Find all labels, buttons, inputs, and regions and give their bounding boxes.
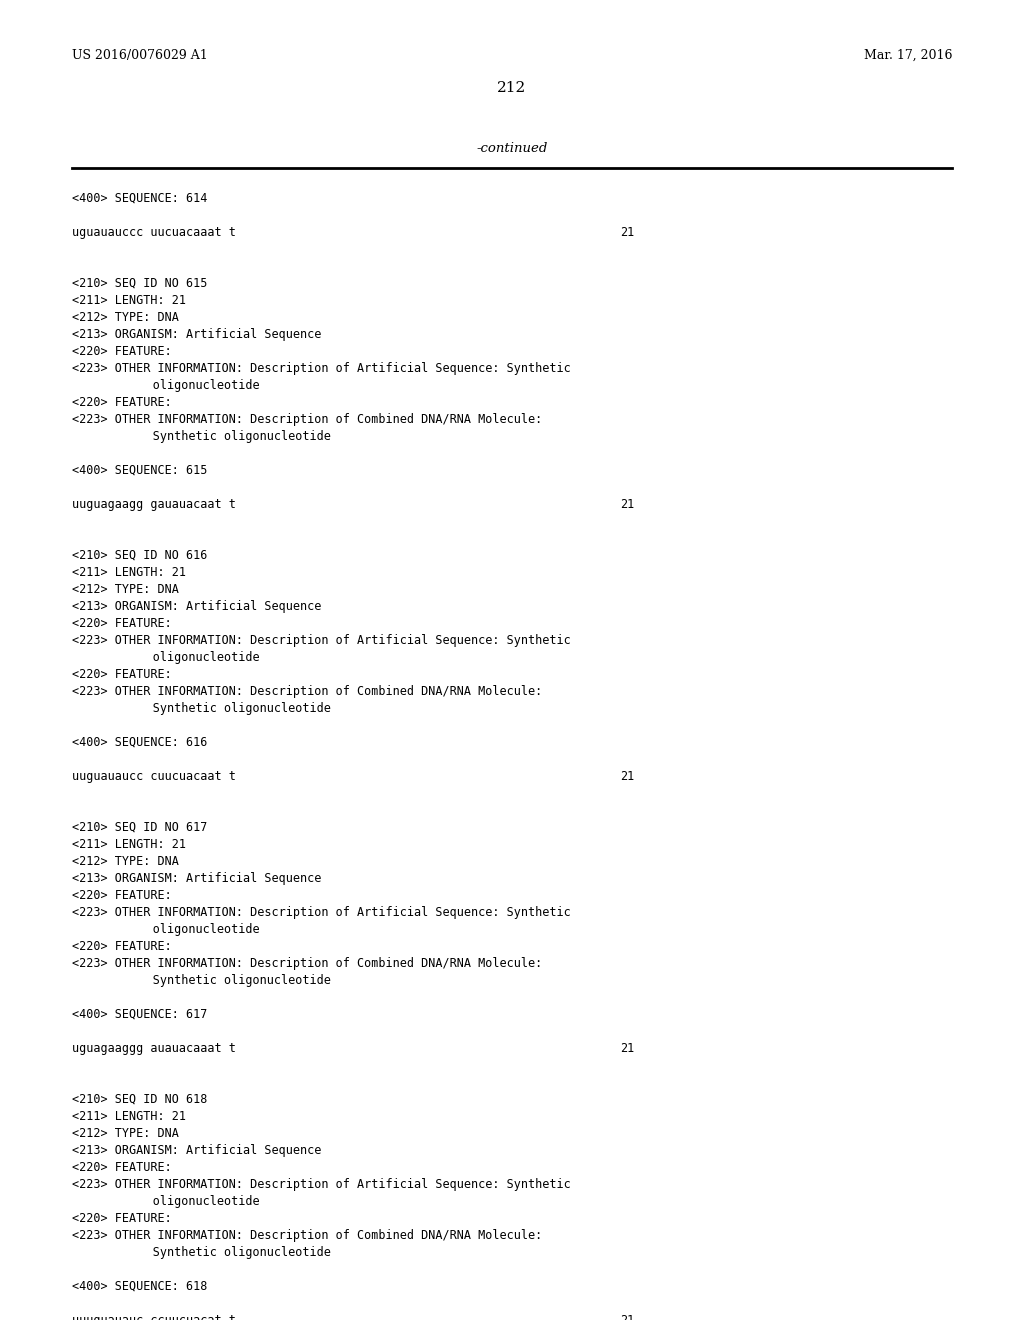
Text: <220> FEATURE:: <220> FEATURE: bbox=[72, 345, 172, 358]
Text: <223> OTHER INFORMATION: Description of Combined DNA/RNA Molecule:: <223> OTHER INFORMATION: Description of … bbox=[72, 413, 543, 426]
Text: <212> TYPE: DNA: <212> TYPE: DNA bbox=[72, 1127, 179, 1140]
Text: <213> ORGANISM: Artificial Sequence: <213> ORGANISM: Artificial Sequence bbox=[72, 873, 322, 884]
Text: 21: 21 bbox=[620, 770, 634, 783]
Text: <213> ORGANISM: Artificial Sequence: <213> ORGANISM: Artificial Sequence bbox=[72, 1144, 322, 1158]
Text: oligonucleotide: oligonucleotide bbox=[110, 651, 260, 664]
Text: <220> FEATURE:: <220> FEATURE: bbox=[72, 1162, 172, 1173]
Text: <400> SEQUENCE: 614: <400> SEQUENCE: 614 bbox=[72, 191, 208, 205]
Text: 212: 212 bbox=[498, 81, 526, 95]
Text: Mar. 17, 2016: Mar. 17, 2016 bbox=[863, 49, 952, 62]
Text: <223> OTHER INFORMATION: Description of Artificial Sequence: Synthetic: <223> OTHER INFORMATION: Description of … bbox=[72, 634, 570, 647]
Text: uuuguauauc ccuucuacat t: uuuguauauc ccuucuacat t bbox=[72, 1313, 236, 1320]
Text: <400> SEQUENCE: 615: <400> SEQUENCE: 615 bbox=[72, 465, 208, 477]
Text: <212> TYPE: DNA: <212> TYPE: DNA bbox=[72, 312, 179, 323]
Text: 21: 21 bbox=[620, 1041, 634, 1055]
Text: <211> LENGTH: 21: <211> LENGTH: 21 bbox=[72, 1110, 186, 1123]
Text: 21: 21 bbox=[620, 1313, 634, 1320]
Text: <223> OTHER INFORMATION: Description of Combined DNA/RNA Molecule:: <223> OTHER INFORMATION: Description of … bbox=[72, 957, 543, 970]
Text: uuguauaucc cuucuacaat t: uuguauaucc cuucuacaat t bbox=[72, 770, 236, 783]
Text: <211> LENGTH: 21: <211> LENGTH: 21 bbox=[72, 294, 186, 308]
Text: 21: 21 bbox=[620, 498, 634, 511]
Text: oligonucleotide: oligonucleotide bbox=[110, 1195, 260, 1208]
Text: oligonucleotide: oligonucleotide bbox=[110, 923, 260, 936]
Text: Synthetic oligonucleotide: Synthetic oligonucleotide bbox=[110, 702, 331, 715]
Text: Synthetic oligonucleotide: Synthetic oligonucleotide bbox=[110, 430, 331, 444]
Text: Synthetic oligonucleotide: Synthetic oligonucleotide bbox=[110, 1246, 331, 1259]
Text: <212> TYPE: DNA: <212> TYPE: DNA bbox=[72, 583, 179, 597]
Text: <220> FEATURE:: <220> FEATURE: bbox=[72, 888, 172, 902]
Text: -continued: -continued bbox=[476, 141, 548, 154]
Text: <223> OTHER INFORMATION: Description of Artificial Sequence: Synthetic: <223> OTHER INFORMATION: Description of … bbox=[72, 362, 570, 375]
Text: <220> FEATURE:: <220> FEATURE: bbox=[72, 616, 172, 630]
Text: <213> ORGANISM: Artificial Sequence: <213> ORGANISM: Artificial Sequence bbox=[72, 601, 322, 612]
Text: <220> FEATURE:: <220> FEATURE: bbox=[72, 396, 172, 409]
Text: <400> SEQUENCE: 616: <400> SEQUENCE: 616 bbox=[72, 737, 208, 748]
Text: uuguagaagg gauauacaat t: uuguagaagg gauauacaat t bbox=[72, 498, 236, 511]
Text: <223> OTHER INFORMATION: Description of Artificial Sequence: Synthetic: <223> OTHER INFORMATION: Description of … bbox=[72, 1177, 570, 1191]
Text: uguagaaggg auauacaaat t: uguagaaggg auauacaaat t bbox=[72, 1041, 236, 1055]
Text: <210> SEQ ID NO 618: <210> SEQ ID NO 618 bbox=[72, 1093, 208, 1106]
Text: <220> FEATURE:: <220> FEATURE: bbox=[72, 940, 172, 953]
Text: uguauauccc uucuacaaat t: uguauauccc uucuacaaat t bbox=[72, 226, 236, 239]
Text: 21: 21 bbox=[620, 226, 634, 239]
Text: <220> FEATURE:: <220> FEATURE: bbox=[72, 1212, 172, 1225]
Text: <213> ORGANISM: Artificial Sequence: <213> ORGANISM: Artificial Sequence bbox=[72, 327, 322, 341]
Text: <223> OTHER INFORMATION: Description of Combined DNA/RNA Molecule:: <223> OTHER INFORMATION: Description of … bbox=[72, 685, 543, 698]
Text: <400> SEQUENCE: 618: <400> SEQUENCE: 618 bbox=[72, 1280, 208, 1294]
Text: <223> OTHER INFORMATION: Description of Artificial Sequence: Synthetic: <223> OTHER INFORMATION: Description of … bbox=[72, 906, 570, 919]
Text: oligonucleotide: oligonucleotide bbox=[110, 379, 260, 392]
Text: <210> SEQ ID NO 617: <210> SEQ ID NO 617 bbox=[72, 821, 208, 834]
Text: <400> SEQUENCE: 617: <400> SEQUENCE: 617 bbox=[72, 1008, 208, 1020]
Text: <223> OTHER INFORMATION: Description of Combined DNA/RNA Molecule:: <223> OTHER INFORMATION: Description of … bbox=[72, 1229, 543, 1242]
Text: US 2016/0076029 A1: US 2016/0076029 A1 bbox=[72, 49, 208, 62]
Text: <212> TYPE: DNA: <212> TYPE: DNA bbox=[72, 855, 179, 869]
Text: <211> LENGTH: 21: <211> LENGTH: 21 bbox=[72, 566, 186, 579]
Text: <211> LENGTH: 21: <211> LENGTH: 21 bbox=[72, 838, 186, 851]
Text: Synthetic oligonucleotide: Synthetic oligonucleotide bbox=[110, 974, 331, 987]
Text: <210> SEQ ID NO 616: <210> SEQ ID NO 616 bbox=[72, 549, 208, 562]
Text: <220> FEATURE:: <220> FEATURE: bbox=[72, 668, 172, 681]
Text: <210> SEQ ID NO 615: <210> SEQ ID NO 615 bbox=[72, 277, 208, 290]
